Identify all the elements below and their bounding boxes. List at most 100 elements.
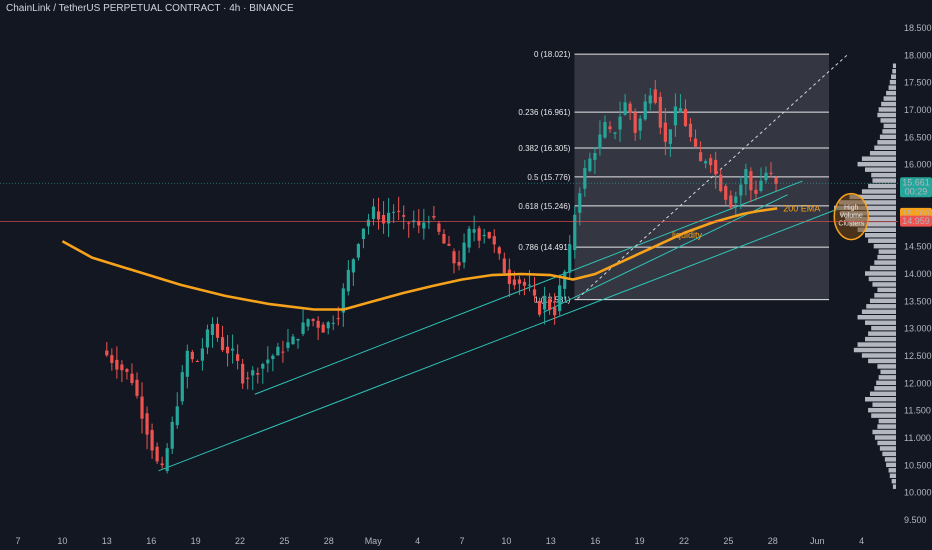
down-candle xyxy=(754,180,758,201)
candle-body xyxy=(286,342,290,348)
x-tick-label: 10 xyxy=(501,536,511,546)
fib-label: 0 (18.021) xyxy=(534,50,571,59)
x-tick-label: 13 xyxy=(102,536,112,546)
candle-body xyxy=(135,379,139,396)
down-candle xyxy=(225,335,230,367)
candle-body xyxy=(512,279,516,286)
up-candle xyxy=(296,338,300,349)
candle-body xyxy=(316,320,320,328)
candle-body xyxy=(492,236,496,245)
volume-bar xyxy=(889,473,896,478)
candle-body xyxy=(326,322,330,329)
down-candle xyxy=(774,175,778,191)
up-candle xyxy=(165,443,169,474)
candle-body xyxy=(306,319,310,327)
up-candle xyxy=(578,187,582,226)
up-candle xyxy=(175,392,179,429)
up-candle xyxy=(271,353,275,372)
volume-bar xyxy=(865,167,896,172)
candle-body xyxy=(502,258,506,273)
up-candle xyxy=(231,334,235,364)
up-candle xyxy=(673,93,678,137)
candle-body xyxy=(225,346,230,354)
candle-body xyxy=(296,338,300,341)
candle-body xyxy=(361,228,366,240)
down-candle xyxy=(135,372,139,399)
annotation-text: Volume xyxy=(840,213,863,220)
volume-bar xyxy=(878,418,896,424)
y-axis: 18.50018.00017.50017.00016.50016.00015.5… xyxy=(904,23,932,525)
volume-bar xyxy=(866,304,896,309)
candle-body xyxy=(537,300,542,315)
candle-body xyxy=(457,261,461,266)
candle-body xyxy=(271,355,275,360)
volume-bar xyxy=(878,375,896,380)
volume-bar xyxy=(868,331,896,336)
volume-bar xyxy=(838,200,896,205)
up-candle xyxy=(291,333,295,345)
x-axis: 7 10 13 16 19 22 25 28 May 4 7 10 13 16 19 22 25 28 Jun 4 xyxy=(15,536,864,546)
down-candle xyxy=(497,245,501,260)
volume-bar xyxy=(877,254,896,260)
ema-line xyxy=(61,207,778,311)
up-candle xyxy=(422,208,426,240)
candle-body xyxy=(709,158,713,166)
up-candle xyxy=(704,159,708,169)
x-tick-label: 10 xyxy=(57,536,67,546)
trendline xyxy=(158,207,840,472)
candle-body xyxy=(593,153,597,160)
up-candle xyxy=(764,166,768,184)
up-candle xyxy=(210,317,215,348)
volume-bar xyxy=(869,151,896,156)
price-badge-label: 15.100 xyxy=(902,208,930,218)
y-tick-label: 16.500 xyxy=(904,132,932,142)
candle-body xyxy=(195,361,199,363)
candle-body xyxy=(668,129,672,144)
candle-body xyxy=(507,269,511,284)
volume-bar xyxy=(873,243,896,249)
candle-body xyxy=(673,106,678,126)
up-candle xyxy=(739,176,743,210)
down-candle xyxy=(522,278,527,296)
candle-body xyxy=(688,123,693,138)
down-candle xyxy=(487,231,491,240)
down-candle xyxy=(437,220,441,235)
up-candle xyxy=(482,228,486,244)
down-candle xyxy=(381,201,386,234)
y-tick-label: 18.500 xyxy=(904,23,932,33)
down-candle xyxy=(442,229,446,244)
y-tick-label: 12.000 xyxy=(904,378,932,388)
down-candle xyxy=(714,151,718,189)
down-candle xyxy=(432,205,436,220)
candle-body xyxy=(532,289,537,296)
candle-body xyxy=(381,214,386,224)
up-candle xyxy=(286,328,290,352)
candle-body xyxy=(623,102,627,115)
up-candle xyxy=(331,315,335,331)
volume-bar xyxy=(865,233,896,238)
volume-bar xyxy=(891,479,896,484)
candle-body xyxy=(130,373,134,384)
x-tick-label: 28 xyxy=(768,536,778,546)
volume-bar xyxy=(868,238,896,243)
volume-bar xyxy=(853,347,896,353)
candle-body xyxy=(719,174,723,192)
up-candle xyxy=(386,198,391,238)
volume-bar xyxy=(888,468,896,473)
y-tick-label: 16.000 xyxy=(904,160,932,170)
candle-body xyxy=(366,219,371,227)
candle-body xyxy=(578,193,582,213)
volume-bar xyxy=(857,161,896,167)
up-candle xyxy=(467,225,471,253)
down-candle xyxy=(447,235,451,247)
annotation-circle xyxy=(833,192,869,241)
y-tick-label: 17.500 xyxy=(904,78,932,88)
down-candle xyxy=(150,423,154,459)
candle-body xyxy=(442,233,446,244)
up-candle xyxy=(558,274,562,316)
candle-body xyxy=(568,244,572,273)
volume-bar xyxy=(849,222,896,227)
up-candle xyxy=(366,213,371,235)
candle-body xyxy=(542,295,547,310)
